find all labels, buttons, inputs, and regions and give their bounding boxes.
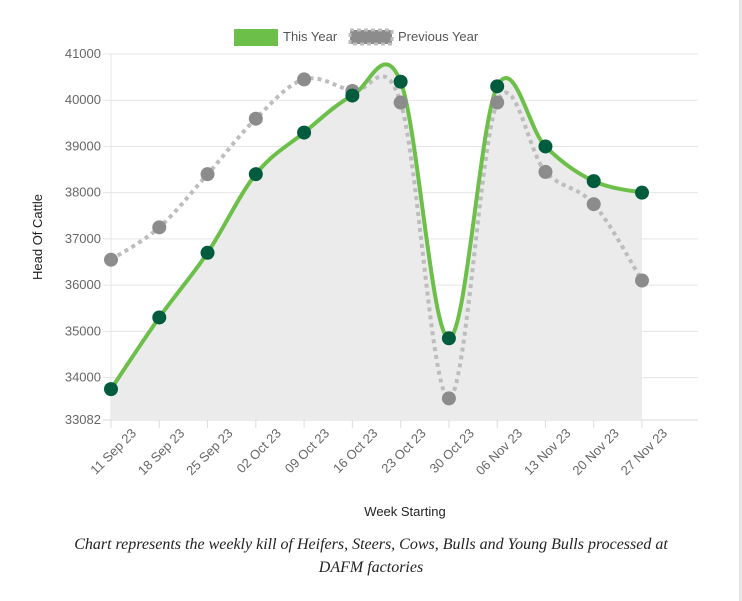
previous-year-point — [393, 95, 408, 110]
this-year-point — [490, 79, 505, 94]
x-tick-label: 02 Oct 23 — [233, 426, 283, 476]
this-year-point — [441, 331, 456, 346]
previous-year-point — [152, 220, 167, 235]
page-edge — [739, 0, 742, 601]
data-points — [104, 72, 649, 406]
this-year-point — [586, 174, 601, 189]
this-year-point — [538, 139, 553, 154]
legend-label-previous-year: Previous Year — [398, 29, 479, 44]
area-fill — [111, 64, 642, 421]
this-year-point — [393, 74, 408, 89]
x-axis-title: Week Starting — [364, 504, 445, 519]
y-tick-label: 41000 — [65, 46, 101, 61]
previous-year-point — [200, 167, 215, 182]
y-tick-label: 40000 — [65, 92, 101, 107]
chart-legend[interactable]: This Year Previous Year — [234, 28, 479, 46]
previous-year-point — [441, 391, 456, 406]
x-tick-label: 09 Oct 23 — [282, 426, 332, 476]
x-tick-label: 20 Nov 23 — [569, 426, 622, 479]
caption-line-1: Chart represents the weekly kill of Heif… — [74, 536, 668, 553]
legend-item-this-year: This Year — [234, 29, 338, 46]
x-tick-label: 25 Sep 23 — [183, 426, 236, 479]
this-year-point — [248, 167, 263, 182]
this-year-area — [111, 64, 642, 421]
x-tick-label: 11 Sep 23 — [87, 426, 139, 478]
y-axis-title: Head Of Cattle — [30, 194, 45, 280]
y-tick-label: 39000 — [65, 138, 101, 153]
caption-line-2: DAFM factories — [318, 559, 424, 576]
previous-year-point — [538, 164, 553, 179]
previous-year-point — [297, 72, 312, 87]
this-year-point — [104, 382, 118, 397]
legend-label-this-year: This Year — [283, 29, 338, 44]
previous-year-point — [248, 111, 263, 126]
x-tick-label: 23 Oct 23 — [378, 426, 428, 476]
chart-caption: Chart represents the weekly kill of Heif… — [0, 533, 742, 579]
this-year-point — [345, 88, 360, 103]
y-axis-ticks: 33082 34000 35000 36000 37000 38000 39000 40000… — [65, 46, 101, 427]
y-tick-label: 37000 — [65, 231, 101, 246]
this-year-point — [152, 310, 167, 325]
x-tick-label: 13 Nov 23 — [521, 426, 574, 479]
previous-year-point — [635, 273, 649, 288]
x-tick-label: 06 Nov 23 — [473, 426, 526, 479]
this-year-point — [297, 125, 312, 140]
y-tick-label: 33082 — [65, 412, 101, 427]
x-tick-label: 30 Oct 23 — [427, 426, 477, 476]
y-tick-label: 36000 — [65, 277, 101, 292]
x-tick-label: 16 Oct 23 — [330, 426, 380, 476]
previous-year-point — [586, 197, 601, 212]
previous-year-point — [104, 252, 118, 267]
x-tick-label: 18 Sep 23 — [135, 426, 188, 479]
chart: This Year Previous Year 33082 34000 35000 36… — [30, 28, 698, 519]
legend-swatch-this-year — [234, 29, 278, 46]
this-year-point — [635, 185, 649, 200]
y-tick-label: 34000 — [65, 370, 101, 385]
x-tick-label: 27 Nov 23 — [618, 426, 671, 479]
previous-year-point — [490, 95, 505, 110]
legend-swatch-previous-year — [348, 28, 394, 46]
this-year-point — [200, 245, 215, 260]
y-tick-label: 35000 — [65, 323, 101, 338]
legend-item-previous-year: Previous Year — [348, 28, 479, 46]
y-tick-label: 38000 — [65, 185, 101, 200]
